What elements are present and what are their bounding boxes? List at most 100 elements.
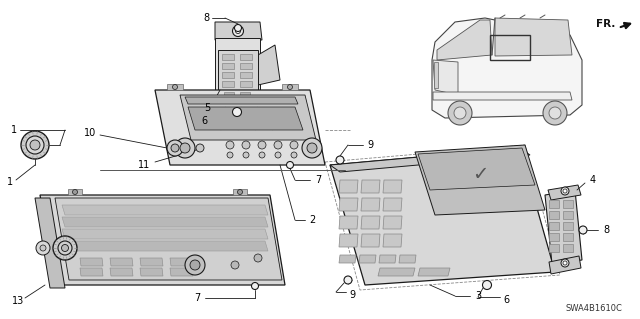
Circle shape bbox=[291, 152, 297, 158]
Polygon shape bbox=[361, 216, 380, 229]
Circle shape bbox=[563, 261, 567, 265]
Polygon shape bbox=[433, 60, 458, 95]
Polygon shape bbox=[549, 233, 559, 241]
Polygon shape bbox=[399, 255, 416, 263]
Polygon shape bbox=[330, 148, 530, 172]
Polygon shape bbox=[110, 268, 133, 276]
Polygon shape bbox=[240, 54, 252, 60]
Polygon shape bbox=[378, 268, 415, 276]
Polygon shape bbox=[415, 145, 545, 215]
Text: 6: 6 bbox=[201, 116, 207, 126]
Circle shape bbox=[190, 260, 200, 270]
Polygon shape bbox=[240, 63, 252, 69]
Polygon shape bbox=[549, 256, 581, 274]
Text: 9: 9 bbox=[349, 290, 355, 300]
Polygon shape bbox=[215, 38, 260, 95]
Text: 2: 2 bbox=[309, 215, 315, 225]
Polygon shape bbox=[549, 200, 559, 208]
Circle shape bbox=[561, 187, 569, 195]
Circle shape bbox=[258, 141, 266, 149]
Polygon shape bbox=[379, 255, 396, 263]
Polygon shape bbox=[339, 198, 358, 211]
Polygon shape bbox=[549, 222, 559, 230]
Polygon shape bbox=[383, 180, 402, 193]
Circle shape bbox=[72, 189, 77, 195]
Circle shape bbox=[171, 144, 179, 152]
Polygon shape bbox=[215, 22, 262, 40]
Polygon shape bbox=[185, 97, 298, 104]
Polygon shape bbox=[222, 72, 234, 78]
Polygon shape bbox=[62, 229, 268, 239]
Circle shape bbox=[180, 143, 190, 153]
Polygon shape bbox=[167, 84, 183, 90]
Circle shape bbox=[242, 141, 250, 149]
Polygon shape bbox=[188, 107, 303, 130]
Text: 1: 1 bbox=[11, 125, 17, 135]
Circle shape bbox=[259, 152, 265, 158]
Text: FR.: FR. bbox=[596, 19, 615, 29]
Polygon shape bbox=[222, 81, 234, 87]
Circle shape bbox=[252, 283, 259, 290]
Text: ✓: ✓ bbox=[472, 166, 488, 184]
Polygon shape bbox=[361, 180, 380, 193]
Polygon shape bbox=[180, 95, 316, 140]
Polygon shape bbox=[80, 268, 103, 276]
Polygon shape bbox=[62, 217, 268, 227]
Circle shape bbox=[563, 189, 567, 193]
Polygon shape bbox=[140, 258, 163, 266]
Circle shape bbox=[543, 101, 567, 125]
Circle shape bbox=[307, 143, 317, 153]
Polygon shape bbox=[222, 63, 234, 69]
Polygon shape bbox=[258, 45, 280, 85]
Polygon shape bbox=[170, 268, 193, 276]
Circle shape bbox=[448, 101, 472, 125]
Polygon shape bbox=[55, 198, 282, 280]
Circle shape bbox=[58, 241, 72, 255]
Text: SWA4B1610C: SWA4B1610C bbox=[565, 304, 622, 313]
Polygon shape bbox=[218, 90, 258, 100]
Polygon shape bbox=[240, 81, 252, 87]
Polygon shape bbox=[549, 211, 559, 219]
Circle shape bbox=[40, 245, 46, 251]
Circle shape bbox=[196, 144, 204, 152]
Polygon shape bbox=[140, 268, 163, 276]
Polygon shape bbox=[433, 92, 572, 100]
Polygon shape bbox=[240, 92, 250, 98]
Polygon shape bbox=[563, 211, 573, 219]
Text: 10: 10 bbox=[84, 128, 96, 138]
Polygon shape bbox=[563, 222, 573, 230]
Circle shape bbox=[185, 255, 205, 275]
Text: 8: 8 bbox=[603, 225, 609, 235]
Polygon shape bbox=[62, 241, 268, 251]
Polygon shape bbox=[80, 258, 103, 266]
Circle shape bbox=[236, 28, 241, 33]
Circle shape bbox=[53, 236, 77, 260]
Circle shape bbox=[579, 226, 587, 234]
Text: 4: 4 bbox=[590, 175, 596, 185]
Polygon shape bbox=[155, 90, 325, 165]
Text: 1: 1 bbox=[7, 177, 13, 187]
Polygon shape bbox=[418, 268, 450, 276]
Circle shape bbox=[36, 241, 50, 255]
Polygon shape bbox=[361, 198, 380, 211]
Text: 11: 11 bbox=[138, 160, 150, 170]
Polygon shape bbox=[563, 233, 573, 241]
Circle shape bbox=[302, 138, 322, 158]
Circle shape bbox=[237, 189, 243, 195]
Polygon shape bbox=[563, 200, 573, 208]
Polygon shape bbox=[339, 234, 358, 247]
Circle shape bbox=[227, 152, 233, 158]
Polygon shape bbox=[339, 255, 356, 263]
Polygon shape bbox=[418, 148, 535, 190]
Circle shape bbox=[561, 259, 569, 267]
Circle shape bbox=[232, 108, 241, 116]
Circle shape bbox=[549, 107, 561, 119]
Circle shape bbox=[274, 141, 282, 149]
Polygon shape bbox=[170, 258, 193, 266]
Text: 7: 7 bbox=[315, 175, 321, 185]
Polygon shape bbox=[68, 189, 82, 195]
Text: 8: 8 bbox=[203, 13, 209, 23]
Polygon shape bbox=[383, 234, 402, 247]
Circle shape bbox=[290, 141, 298, 149]
Polygon shape bbox=[359, 255, 376, 263]
